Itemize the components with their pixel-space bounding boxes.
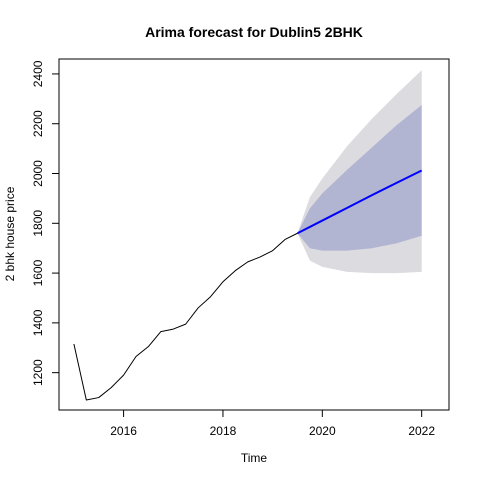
y-tick-label: 2000 (31, 160, 45, 187)
prediction-interval-layer (297, 70, 422, 274)
x-axis-label: Time (241, 451, 268, 465)
x-axis: 2016 2018 2020 2022 (110, 409, 435, 438)
observed-series-line (73, 232, 298, 401)
y-axis-label: 2 bhk house price (3, 186, 17, 281)
x-tick-label: 2022 (408, 424, 435, 438)
series-line-layer (73, 169, 423, 401)
y-tick-label: 2400 (31, 60, 45, 87)
y-tick-label: 1800 (31, 210, 45, 237)
chart-title: Arima forecast for Dublin5 2BHK (145, 24, 363, 40)
x-tick-label: 2018 (210, 424, 237, 438)
forecast-series-line (297, 169, 423, 235)
y-tick-label: 2200 (31, 110, 45, 137)
y-tick-label: 1400 (31, 309, 45, 336)
x-tick-label: 2020 (309, 424, 336, 438)
prediction-interval-80pct (297, 105, 422, 251)
y-tick-label: 1200 (31, 359, 45, 386)
y-tick-label: 1600 (31, 259, 45, 286)
x-tick-label: 2016 (110, 424, 137, 438)
y-axis: 1200 1400 1600 1800 2000 2200 2400 (31, 60, 60, 386)
